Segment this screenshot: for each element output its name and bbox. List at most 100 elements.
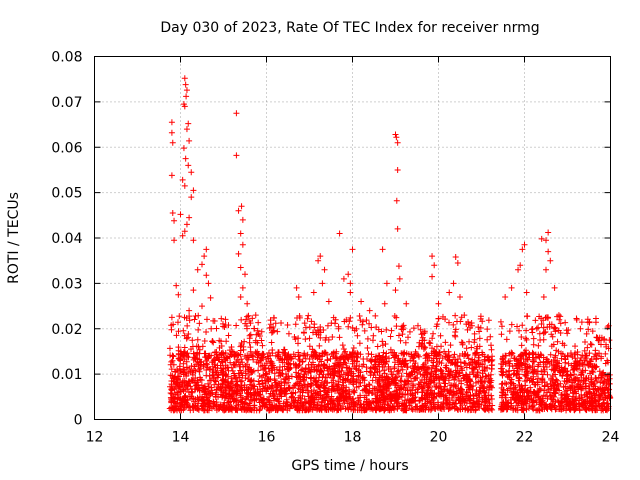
data-point-peak [457,293,463,300]
data-point [353,325,360,332]
data-point [436,392,443,399]
data-point [306,335,313,342]
data-point [393,323,400,330]
data-point [192,396,199,403]
data-point-peak [435,300,442,307]
data-point-peak [545,248,552,255]
data-point [602,350,609,357]
data-point [519,385,526,392]
data-point [166,405,173,412]
data-point [433,343,440,350]
data-point [324,401,331,408]
data-point [406,397,413,404]
data-point [248,384,255,391]
data-point [300,329,307,336]
data-point [497,405,504,412]
data-point [419,363,426,370]
data-point [278,393,285,400]
data-point-peak [543,266,549,273]
data-point [581,398,588,405]
data-point [185,389,192,396]
data-point-peak [540,293,547,300]
data-point [213,349,220,356]
data-point-peak [190,237,197,244]
data-point [549,372,556,379]
data-point-peak [203,246,210,253]
data-point [419,395,426,402]
data-point [410,325,417,332]
data-point [459,390,466,397]
data-point [576,406,583,413]
data-point [374,389,381,396]
data-point [248,352,255,359]
data-point [601,399,608,406]
y-axis-label: ROTI / TECUs [6,192,22,284]
data-point [519,398,526,405]
data-point [249,315,256,322]
data-point [299,366,306,373]
data-point [168,322,175,329]
data-point [371,385,378,392]
data-point [322,405,329,412]
x-tick-label: 24 [602,430,620,446]
data-point [533,354,540,361]
data-point [168,314,175,321]
data-point [392,397,399,404]
data-point [203,316,210,323]
data-point [557,313,564,320]
data-point [334,368,341,375]
data-point [237,343,244,350]
data-point-peak [392,287,399,294]
data-point-peak [235,207,242,214]
data-point [212,377,219,384]
data-point [227,359,234,366]
data-point [386,382,393,389]
data-point [259,396,266,403]
data-point [322,384,329,391]
data-point [407,357,414,364]
data-point [316,371,323,378]
data-point [582,376,589,383]
data-point [459,340,466,347]
data-point [374,343,381,350]
data-point [304,389,311,396]
data-point [573,374,580,381]
data-point [289,403,296,410]
data-point-peak [180,145,187,152]
data-point-peak [336,230,343,237]
data-point-peak [454,259,461,266]
data-point [217,384,224,391]
data-point [238,339,245,346]
data-point [383,393,390,400]
data-point [302,336,309,343]
y-tick-label: 0.07 [51,95,82,111]
data-point [231,372,238,379]
data-point [446,397,453,404]
data-point [417,405,424,412]
data-point [243,355,250,362]
data-point [214,384,221,391]
data-point [535,361,542,368]
y-tick-label: 0.01 [51,367,82,383]
data-point [499,404,506,411]
data-point [400,360,407,367]
data-point-peak [349,246,356,253]
data-points [166,75,614,414]
data-point [489,406,496,413]
data-point [451,382,458,389]
data-point [584,361,591,368]
data-point [408,378,415,385]
data-point [598,353,605,360]
data-point [523,327,530,334]
data-point [471,336,478,343]
data-point [221,323,228,330]
data-point [414,352,421,359]
data-point [474,398,481,405]
data-point [538,315,545,322]
data-point [281,388,288,395]
data-point [401,361,408,368]
data-point [463,400,470,407]
data-point [382,355,389,362]
data-point [452,400,459,407]
data-point [558,350,565,357]
